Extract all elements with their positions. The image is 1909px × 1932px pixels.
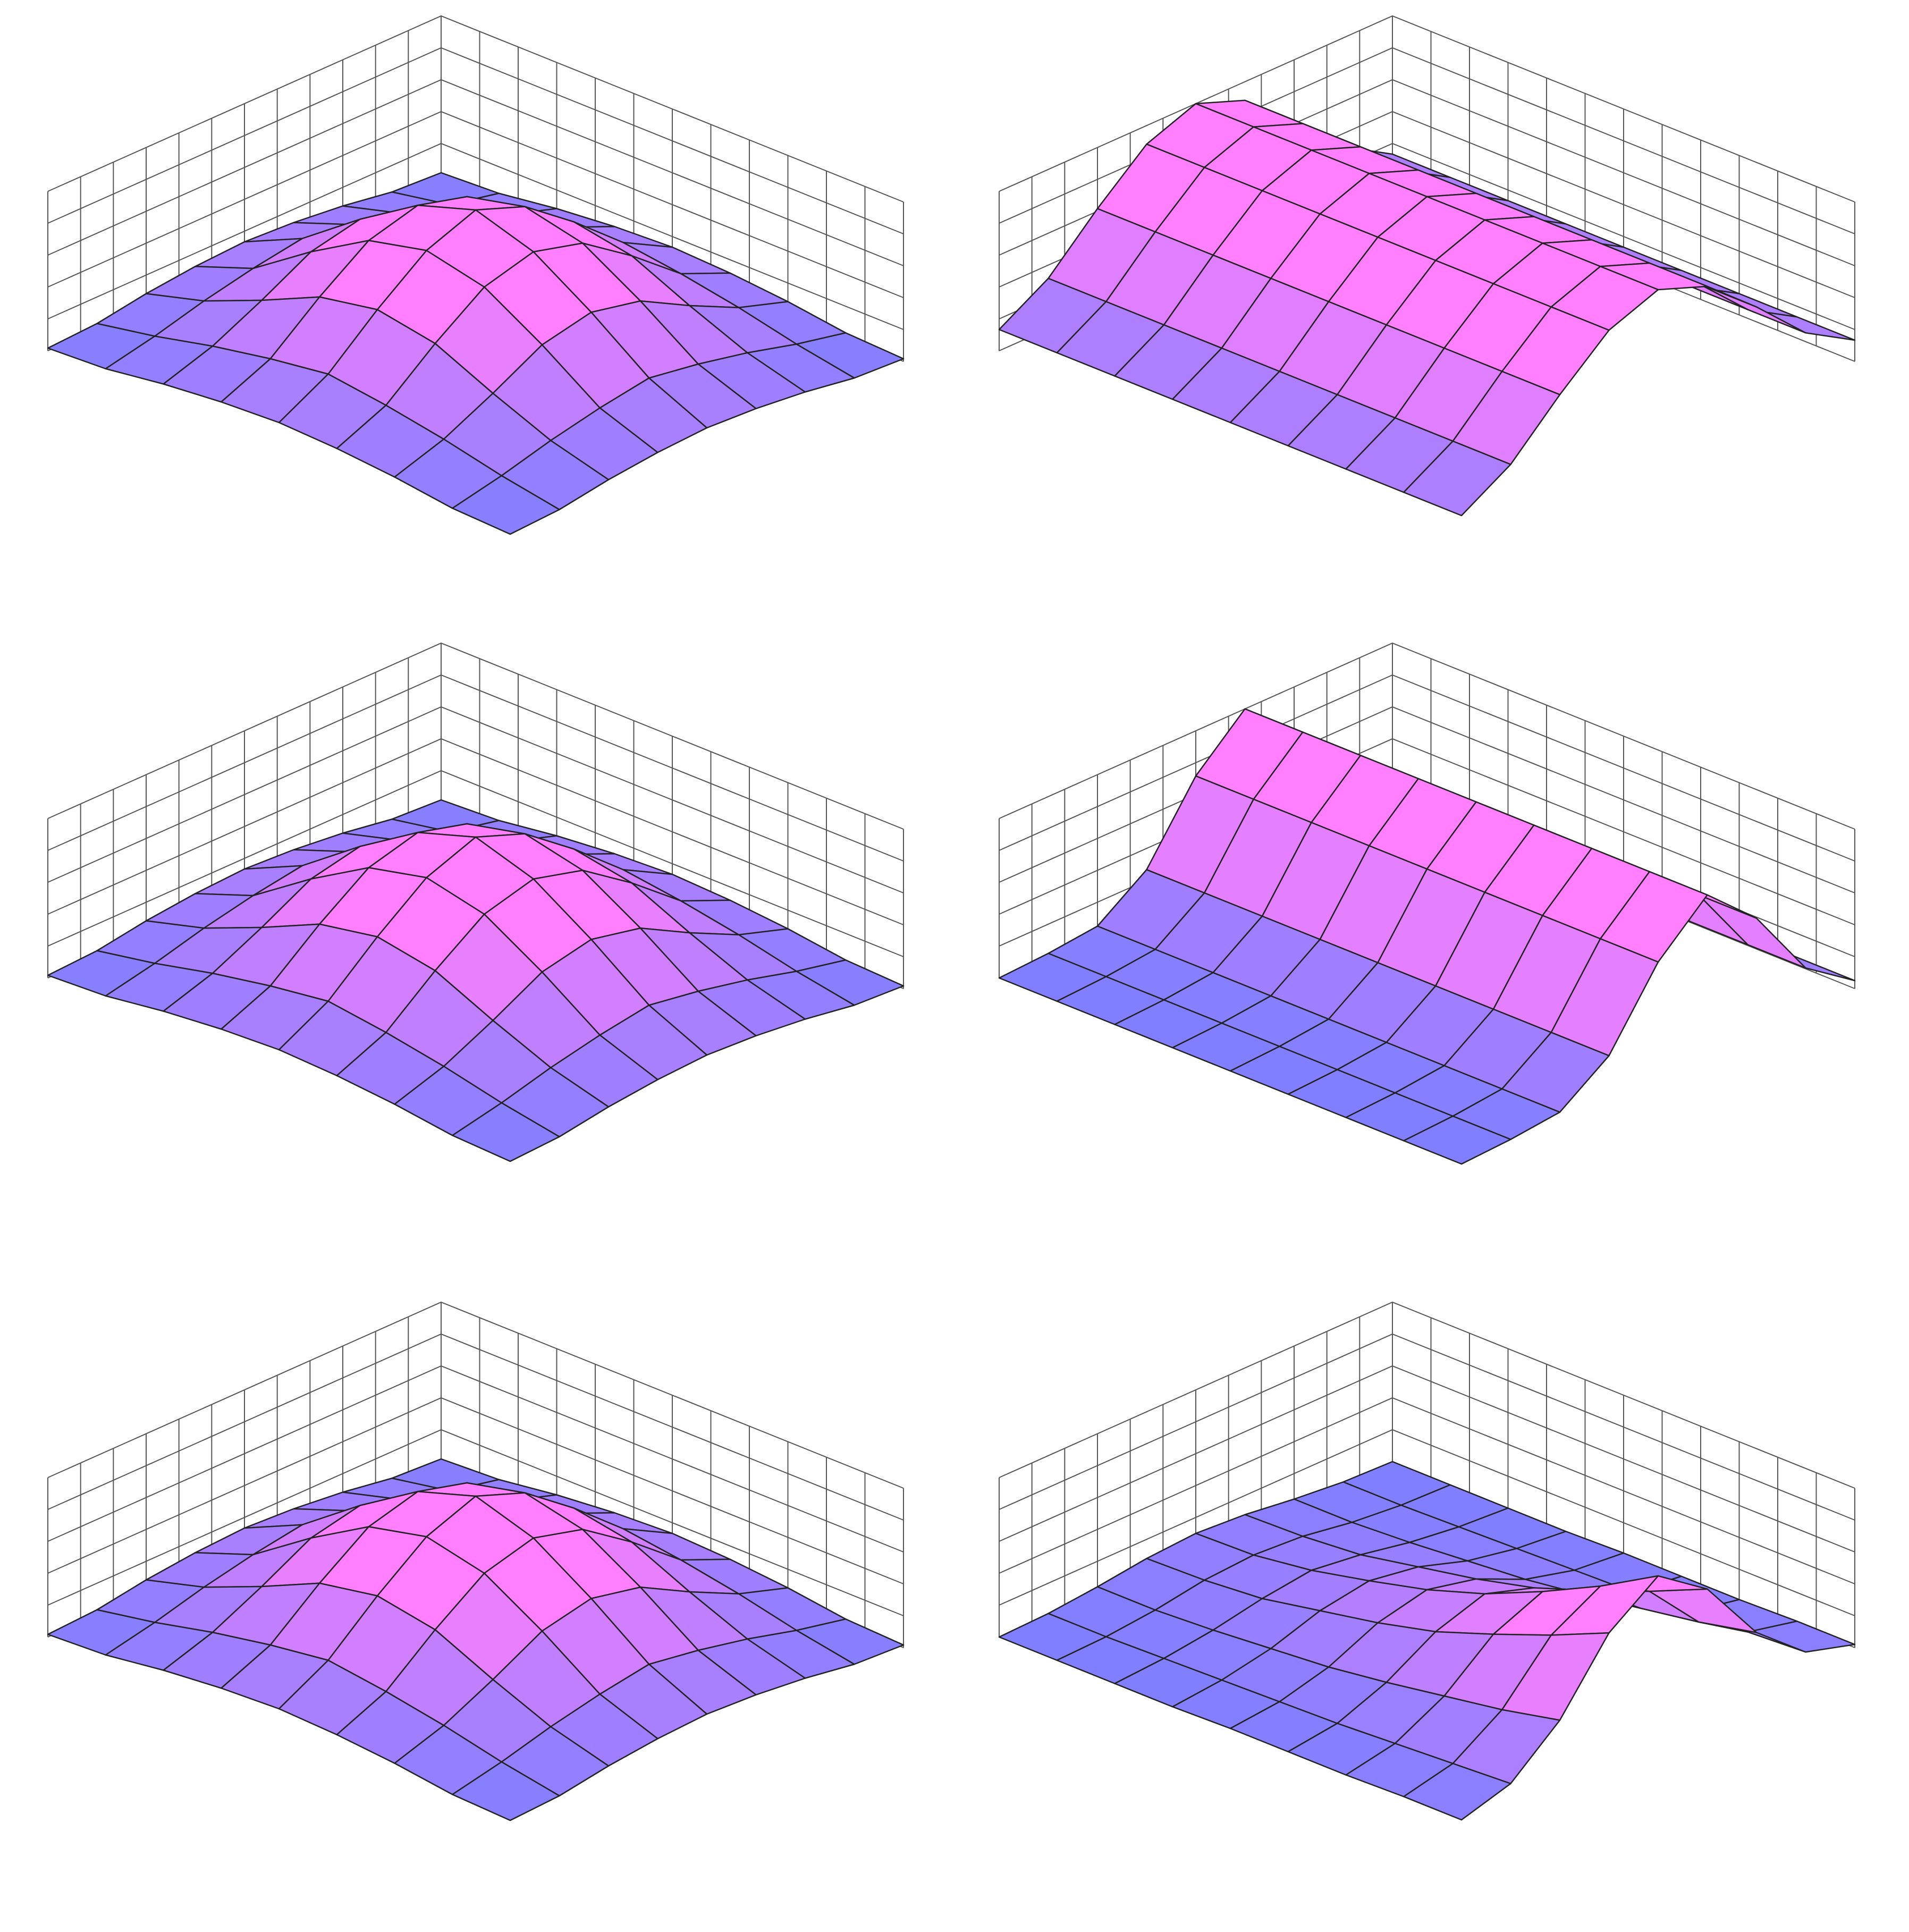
wall-line [47, 15, 904, 203]
surface-cell [1403, 1762, 1511, 1821]
surface-cell [452, 1761, 560, 1821]
wall-line [47, 1365, 904, 1553]
wall-line [999, 642, 1855, 830]
surface-plot [47, 1301, 905, 1821]
wall-line [47, 111, 904, 298]
surface-plot [47, 642, 905, 1162]
surface-plot [998, 1301, 1856, 1821]
wall-line [47, 706, 904, 893]
wall-line [47, 770, 904, 957]
wall-line [999, 1365, 1855, 1553]
wall-line [999, 1397, 1855, 1584]
wall-line [999, 1429, 1855, 1616]
wall-line [47, 738, 904, 925]
wall-line [47, 47, 904, 234]
wall-line [999, 15, 1855, 203]
surface-plot [47, 15, 905, 535]
wall-line [999, 1301, 1855, 1489]
wall-line [47, 142, 904, 330]
surface-cell [452, 475, 560, 535]
wall-line [999, 1333, 1855, 1521]
surface-cell [1698, 283, 1806, 334]
wall-line [47, 1397, 904, 1584]
wall-line [999, 706, 1855, 893]
wall-line [999, 738, 1855, 925]
wall-line [47, 674, 904, 862]
wall-line [47, 1429, 904, 1616]
surface-cell [1403, 440, 1511, 517]
wall-line [47, 1301, 904, 1489]
wall-line [999, 674, 1855, 862]
surface-cell [1403, 1115, 1511, 1165]
surface-plot [998, 15, 1856, 517]
surface-cell [452, 1102, 560, 1162]
wall-line [47, 642, 904, 830]
wall-line [47, 1333, 904, 1521]
wall-line [47, 79, 904, 266]
surface-plot [998, 642, 1856, 1165]
